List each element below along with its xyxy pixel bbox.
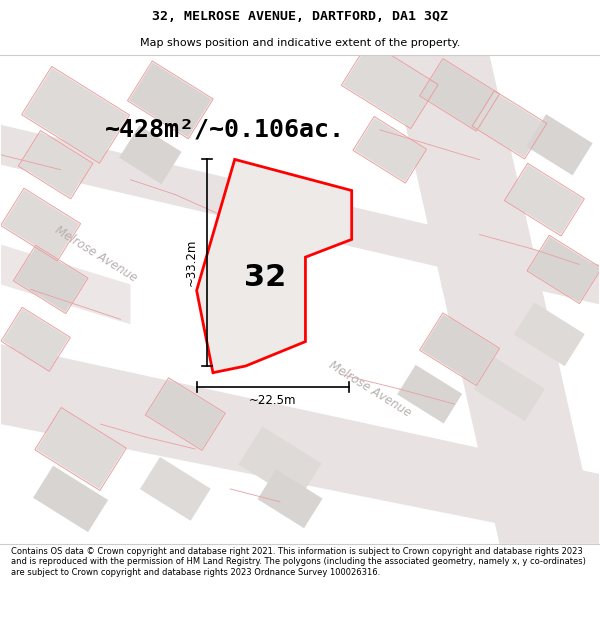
Polygon shape <box>1 244 130 324</box>
Polygon shape <box>1 344 599 544</box>
Text: Map shows position and indicative extent of the property.: Map shows position and indicative extent… <box>140 38 460 48</box>
Polygon shape <box>33 466 108 532</box>
Polygon shape <box>14 247 86 312</box>
Text: Contains OS data © Crown copyright and database right 2021. This information is : Contains OS data © Crown copyright and d… <box>11 547 586 577</box>
Polygon shape <box>390 55 599 544</box>
Polygon shape <box>514 302 585 366</box>
Polygon shape <box>119 126 182 184</box>
Polygon shape <box>257 469 323 528</box>
Polygon shape <box>197 159 352 372</box>
Text: Melrose Avenue: Melrose Avenue <box>52 224 139 285</box>
Polygon shape <box>343 42 437 127</box>
Text: 32: 32 <box>244 262 287 292</box>
Text: ~22.5m: ~22.5m <box>249 394 296 408</box>
Polygon shape <box>23 68 128 162</box>
Polygon shape <box>2 309 69 370</box>
Polygon shape <box>355 118 425 182</box>
Polygon shape <box>140 457 211 521</box>
Polygon shape <box>2 189 79 259</box>
Text: ~428m²/~0.106ac.: ~428m²/~0.106ac. <box>105 118 345 142</box>
Polygon shape <box>421 314 498 384</box>
Polygon shape <box>421 60 498 130</box>
Text: ~33.2m: ~33.2m <box>185 239 198 286</box>
Polygon shape <box>397 365 462 424</box>
Text: 32, MELROSE AVENUE, DARTFORD, DA1 3QZ: 32, MELROSE AVENUE, DARTFORD, DA1 3QZ <box>152 10 448 23</box>
Polygon shape <box>147 379 224 449</box>
Polygon shape <box>526 114 593 176</box>
Polygon shape <box>239 426 322 501</box>
Polygon shape <box>529 237 600 302</box>
Polygon shape <box>36 409 125 489</box>
Polygon shape <box>1 125 599 304</box>
Polygon shape <box>473 92 545 158</box>
Polygon shape <box>474 357 545 421</box>
Polygon shape <box>20 132 92 198</box>
Text: Melrose Avenue: Melrose Avenue <box>326 359 413 419</box>
Polygon shape <box>506 165 583 234</box>
Polygon shape <box>129 62 212 138</box>
